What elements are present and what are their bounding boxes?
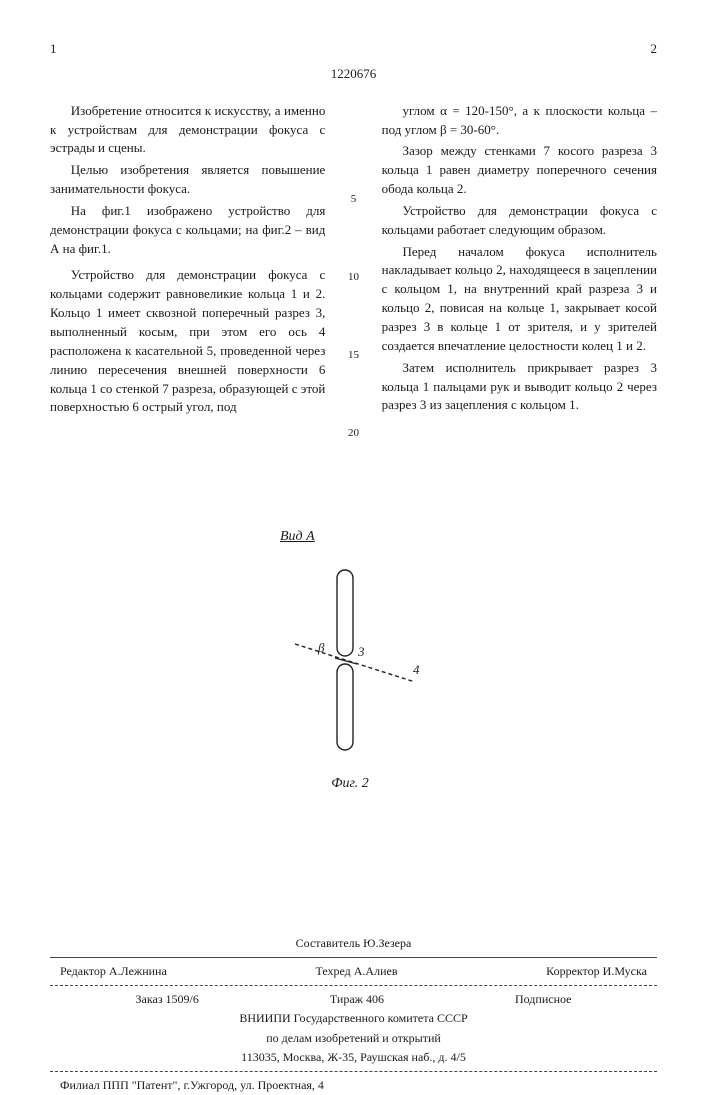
- line-mark-5: 5: [351, 192, 357, 208]
- right-p5: Затем исполнитель прикрывает разрез 3 ко…: [382, 359, 657, 416]
- footer-corrector: Корректор И.Муска: [546, 962, 647, 981]
- line-mark-15: 15: [348, 348, 359, 364]
- right-p4: Перед началом фокуса исполнитель наклады…: [382, 243, 657, 356]
- right-p3: Устройство для демонстрации фокуса с кол…: [382, 202, 657, 240]
- line-mark-20: 20: [348, 426, 359, 442]
- right-p1: углом α = 120-150°, а к плоскости кольца…: [382, 102, 657, 140]
- svg-text:β: β: [317, 640, 325, 655]
- footer-block: Составитель Ю.Зезера Редактор А.Лежнина …: [50, 934, 657, 1095]
- left-p3: На фиг.1 изображено устройство для демон…: [50, 202, 325, 259]
- figure-label: Вид А: [280, 527, 450, 547]
- patent-number: 1220676: [50, 65, 657, 84]
- page-number-left: 1: [50, 40, 57, 59]
- left-p2: Целью изобретения является повышение зан…: [50, 161, 325, 199]
- text-columns: Изобретение относится к искусству, а име…: [50, 102, 657, 504]
- svg-text:3: 3: [357, 644, 365, 659]
- figure-block: Вид А β 3 4 Фиг. 2: [250, 527, 450, 793]
- footer-editor: Редактор А.Лежнина: [60, 962, 167, 981]
- column-right: углом α = 120-150°, а к плоскости кольца…: [382, 102, 657, 504]
- left-p4: Устройство для демонстрации фокуса с кол…: [50, 266, 325, 417]
- footer-org2: по делам изобретений и открытий: [50, 1029, 657, 1048]
- page-number-row: 1 2: [50, 40, 657, 59]
- line-mark-10: 10: [348, 270, 359, 286]
- left-p1: Изобретение относится к искусству, а име…: [50, 102, 325, 159]
- figure-svg: β 3 4: [265, 552, 435, 762]
- page-number-right: 2: [651, 40, 658, 59]
- footer-filial: Филиал ППП "Патент", г.Ужгород, ул. Прое…: [50, 1076, 657, 1095]
- right-p2: Зазор между стенками 7 косого разреза 3 …: [382, 142, 657, 199]
- footer-tech: Техред А.Алиев: [315, 962, 397, 981]
- svg-text:4: 4: [413, 662, 420, 677]
- footer-names-row: Редактор А.Лежнина Техред А.Алиев Коррек…: [50, 962, 657, 981]
- footer-addr1: 113035, Москва, Ж-35, Раушская наб., д. …: [50, 1048, 657, 1067]
- line-number-marks: 5 10 15 20: [345, 102, 361, 504]
- figure-caption: Фиг. 2: [250, 774, 450, 794]
- footer-compiler: Составитель Ю.Зезера: [50, 934, 657, 953]
- column-left: Изобретение относится к искусству, а име…: [50, 102, 325, 504]
- footer-org1: ВНИИПИ Государственного комитета СССР: [50, 1009, 657, 1028]
